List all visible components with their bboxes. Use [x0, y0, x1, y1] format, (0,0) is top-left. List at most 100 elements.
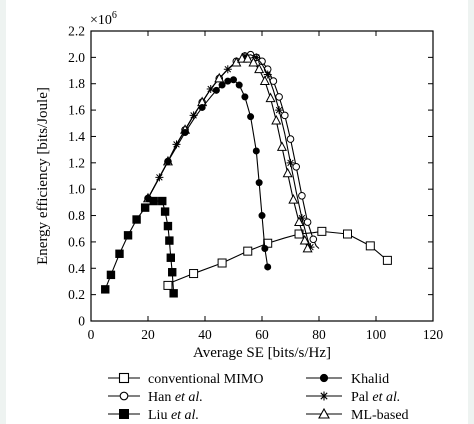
marker-square-filled: [165, 236, 174, 245]
marker-star: [306, 243, 315, 252]
axis-ticks: 0 20 40 60 80 100 120 0 0.2 0.4 0.6 0.8 1.0 1.2 1.4 1.6…: [68, 24, 443, 343]
legend-marker-square-open: [118, 372, 130, 384]
marker-circle-open: [292, 162, 301, 171]
series-khalid: [144, 76, 272, 271]
marker-triangle-open: [276, 141, 287, 151]
marker-triangle-open: [259, 75, 270, 85]
marker-square-filled: [140, 203, 150, 212]
marker-square-open: [317, 226, 327, 236]
marker-circle-filled: [181, 128, 189, 136]
marker-circle-filled: [255, 179, 263, 187]
marker-triangle-open: [248, 56, 259, 67]
marker-triangle-open: [288, 194, 299, 204]
x-tick-label: 60: [255, 327, 269, 342]
x-tick-label: 40: [198, 327, 212, 342]
legend-label-pal: Pal et al.: [351, 390, 400, 405]
y-tick-label: 1.4: [68, 129, 85, 144]
marker-star: [240, 52, 249, 61]
x-tick-label: 20: [141, 327, 155, 342]
legend-label-liu: Liu et al.: [148, 408, 199, 423]
x-tick-label: 80: [312, 327, 326, 342]
marker-circle-filled: [198, 103, 206, 111]
y-tick-label: 1.0: [68, 182, 85, 197]
legend-marker-triangle-open: [318, 407, 330, 419]
legend-label-han: Han et al.: [148, 390, 203, 405]
marker-triangle-open: [265, 92, 276, 103]
marker-circle-filled: [229, 76, 237, 84]
marker-triangle-open: [299, 234, 310, 245]
marker-circle-filled: [258, 212, 266, 220]
marker-star: [252, 53, 261, 62]
marker-square-open: [343, 229, 352, 239]
marker-circle-open: [281, 111, 289, 120]
series-line-conventional-mimo: [167, 230, 388, 286]
marker-star: [275, 106, 284, 115]
legend-item-han: Han et al.: [108, 390, 203, 405]
marker-circle-filled: [218, 81, 226, 89]
marker-triangle-open: [214, 72, 225, 83]
y-axis-multiplier: ×106: [90, 10, 117, 28]
marker-circle-open: [303, 218, 312, 226]
y-tick-label: 1.6: [68, 103, 85, 118]
y-tick-label: 0.6: [68, 234, 85, 249]
legend-label-conventional-mimo: conventional MIMO: [148, 372, 263, 387]
series-line-ml-based: [147, 58, 309, 249]
legend-marker-star: [319, 391, 329, 401]
y-tick-label: 2.2: [68, 24, 85, 39]
marker-square-open: [189, 269, 199, 279]
y-tick-label: 1.8: [68, 76, 85, 91]
marker-square-open: [243, 246, 253, 256]
marker-star: [297, 214, 306, 223]
series-layer: [101, 50, 392, 298]
marker-circle-filled: [212, 86, 220, 94]
legend-item-pal: Pal et al.: [306, 390, 400, 405]
marker-square-open: [382, 255, 392, 265]
marker-square-filled: [115, 249, 124, 258]
x-tick-label: 120: [423, 327, 444, 342]
marker-circle-open: [275, 93, 283, 101]
legend-item-khalid: Khalid: [306, 372, 389, 387]
marker-circle-filled: [252, 147, 260, 155]
marker-circle-open: [309, 235, 318, 244]
marker-square-open: [217, 258, 227, 268]
legend-item-conventional-mimo: conventional MIMO: [108, 372, 263, 387]
marker-star: [263, 70, 272, 79]
y-tick-label: 0.4: [68, 261, 85, 276]
marker-square-filled: [101, 285, 110, 294]
marker-circle-open: [286, 135, 295, 143]
y-axis-title: Energy efficiency [bits/Joule]: [35, 87, 51, 265]
legend-label-ml-based: ML-based: [351, 408, 409, 423]
marker-circle-filled: [264, 263, 272, 271]
marker-square-filled: [149, 196, 158, 206]
legend-item-ml-based: ML-based: [306, 407, 409, 423]
marker-triangle-open: [282, 167, 293, 178]
y-tick-label: 1.2: [68, 155, 85, 170]
marker-square-filled: [169, 289, 178, 298]
marker-square-open: [163, 280, 173, 290]
marker-square-filled: [160, 207, 170, 216]
marker-circle-filled: [164, 157, 172, 165]
y-tick-label: 0.2: [68, 287, 85, 302]
legend-label-khalid: Khalid: [351, 372, 389, 387]
marker-circle-filled: [247, 113, 255, 121]
series-conventional-mimo: [163, 226, 392, 290]
y-tick-label: 0.8: [68, 208, 85, 223]
legend-marker-circle-open: [119, 391, 129, 401]
marker-triangle-open: [271, 114, 282, 125]
marker-triangle-open: [294, 216, 305, 227]
marker-circle-filled: [235, 81, 243, 89]
legend-marker-circle-filled: [319, 373, 329, 383]
marker-circle-open: [298, 191, 306, 200]
marker-star: [286, 158, 295, 167]
marker-square-filled: [163, 221, 173, 231]
marker-square-filled: [158, 196, 167, 206]
legend-marker-square-filled: [119, 409, 129, 419]
marker-square-filled: [106, 270, 116, 280]
marker-circle-filled: [241, 93, 249, 101]
marker-square-filled: [123, 231, 133, 240]
legend: conventional MIMO Han et al. Liu et al. …: [108, 372, 409, 423]
marker-circle-filled: [261, 244, 269, 252]
series-liu-et-al: [101, 196, 178, 298]
marker-square-filled: [166, 253, 175, 262]
legend-item-liu: Liu et al.: [108, 408, 199, 423]
